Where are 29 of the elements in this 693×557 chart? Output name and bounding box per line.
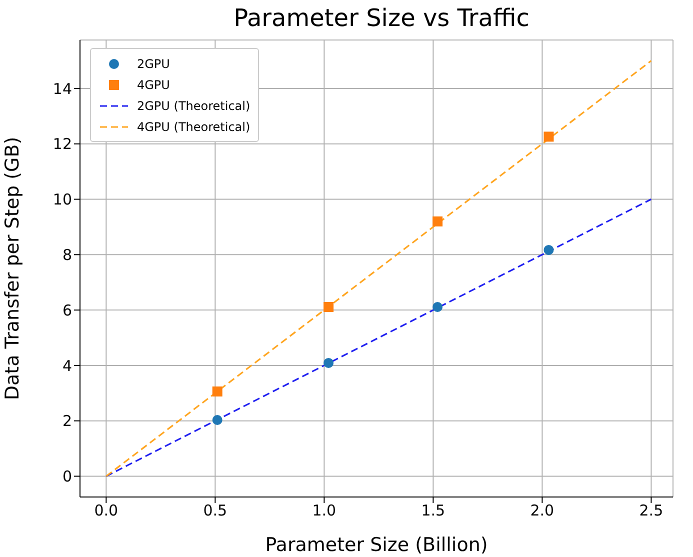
point <box>544 244 554 255</box>
x-axis-title: Parameter Size (Billion) <box>265 534 488 556</box>
x-tick-label: 1.5 <box>421 502 446 520</box>
x-tick-label: 2.5 <box>639 502 664 520</box>
chart-title: Parameter Size vs Traffic <box>232 4 530 32</box>
y-tick-label: 12 <box>52 135 72 154</box>
point <box>324 302 334 312</box>
legend-label: 4GPU (Theoretical) <box>137 120 250 134</box>
point <box>432 216 443 226</box>
y-tick-label: 14 <box>52 80 72 98</box>
legend-label: 2GPU (Theoretical) <box>137 98 250 112</box>
legend-label: 2GPU <box>137 56 170 70</box>
x-tick-label: 2.0 <box>530 502 554 520</box>
point <box>432 302 443 312</box>
y-axis-title: Data Transfer per Step (GB) <box>2 136 24 400</box>
y-tick-label: 4 <box>62 356 72 375</box>
point <box>324 358 334 368</box>
y-tick-label: 8 <box>62 246 72 264</box>
point <box>212 415 222 425</box>
point <box>544 132 554 142</box>
x-tick-label: 1.0 <box>312 502 336 520</box>
point <box>212 386 222 396</box>
x-tick-label: 0.5 <box>203 502 228 520</box>
legend-label: 4GPU <box>137 78 170 92</box>
y-tick-label: 6 <box>62 301 72 320</box>
y-tick-label: 2 <box>62 412 72 430</box>
y-tick-label: 10 <box>52 190 72 209</box>
x-tick-label: 0.0 <box>94 502 118 520</box>
y-tick-label: 0 <box>62 468 72 486</box>
